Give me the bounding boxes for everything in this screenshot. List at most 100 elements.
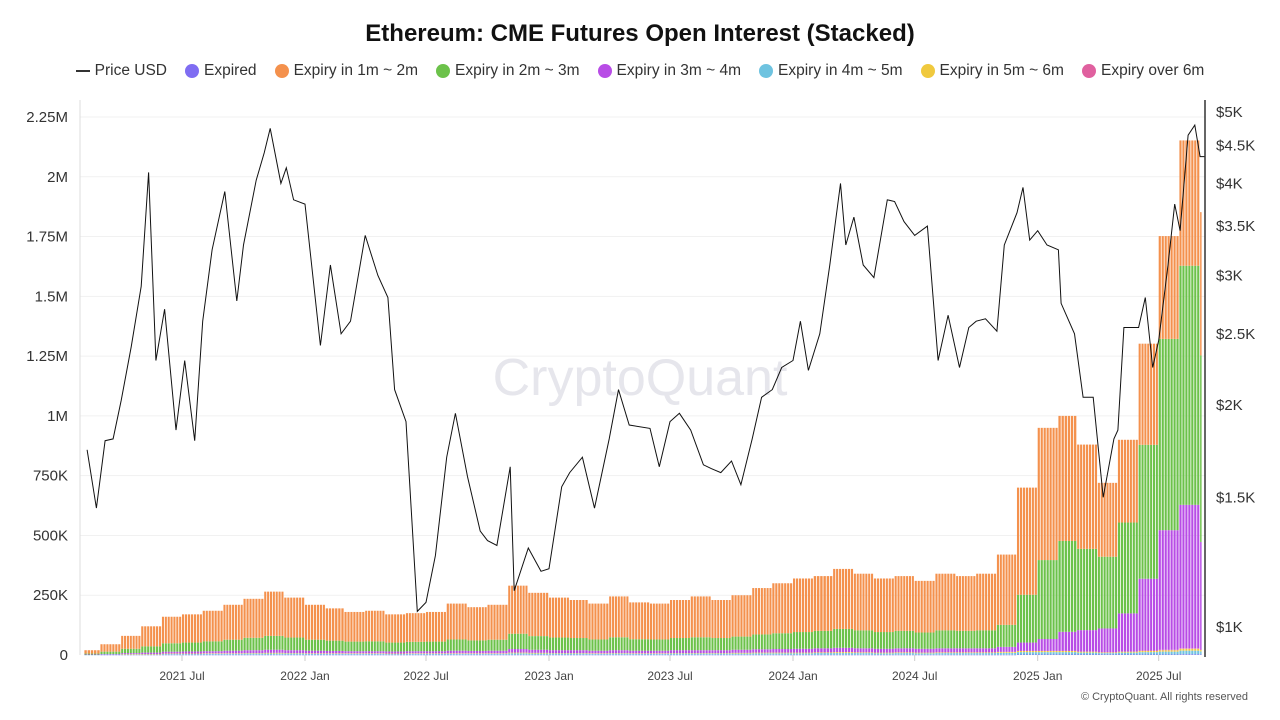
bar-segment [376, 610, 379, 642]
bar-segment [428, 611, 432, 642]
bar-segment [807, 632, 810, 649]
legend-item[interactable]: Price USD [75, 62, 167, 80]
legend-item[interactable]: Expiry in 2m ~ 3m [436, 62, 580, 80]
bar-segment [135, 635, 138, 649]
bar-segment [428, 641, 432, 652]
bar-segment [620, 596, 623, 638]
bar-segment [347, 653, 350, 654]
bar-segment [461, 653, 464, 655]
bar-segment [193, 642, 197, 652]
bar-stack [325, 608, 344, 656]
legend-item[interactable]: Expiry over 6m [1081, 62, 1204, 80]
bar-segment [606, 603, 609, 640]
bar-segment [373, 641, 376, 652]
bar-segment [757, 653, 761, 655]
bar-segment [560, 653, 564, 654]
bar-segment [903, 654, 906, 656]
bar-segment [990, 652, 994, 654]
bar-segment [990, 654, 994, 656]
bar-stack [772, 583, 793, 656]
bar-segment [755, 588, 758, 635]
bar-segment [173, 643, 176, 652]
bar-segment [385, 654, 388, 656]
bar-segment [1046, 652, 1049, 655]
bar-segment [566, 653, 569, 654]
bar-segment [560, 654, 564, 656]
bar-segment [353, 611, 356, 642]
bar-segment [258, 653, 261, 654]
bar-stack [84, 650, 100, 656]
bar-segment [84, 654, 87, 656]
bar-segment [290, 637, 293, 651]
y-right-tick-label: $1K [1216, 619, 1243, 636]
bar-segment [522, 652, 525, 654]
bar-segment [356, 653, 359, 654]
bar-stack [161, 616, 182, 656]
bar-segment [478, 654, 481, 656]
bar-segment [635, 654, 638, 656]
bar-segment [982, 652, 985, 654]
bar-segment [708, 596, 711, 638]
bar-segment [484, 653, 487, 654]
bar-segment [638, 653, 641, 654]
bar-segment [626, 650, 629, 654]
bar-segment [487, 639, 490, 651]
bar-segment [272, 653, 275, 655]
bar-segment [588, 653, 591, 655]
bar-segment [746, 652, 749, 654]
bar-segment [731, 636, 734, 650]
bar-segment [842, 628, 845, 648]
legend-label: Expiry in 5m ~ 6m [939, 62, 1064, 79]
bar-segment [368, 651, 371, 654]
bar-segment [646, 650, 650, 654]
bar-segment [956, 576, 959, 631]
bar-segment [464, 654, 467, 656]
bar-segment [97, 653, 100, 655]
bar-segment [749, 595, 752, 637]
bar-segment [932, 648, 935, 653]
bar-segment [728, 654, 731, 656]
bar-segment [600, 650, 603, 654]
bar-segment [458, 650, 461, 654]
legend-item[interactable]: Expiry in 1m ~ 2m [274, 62, 418, 80]
legend-item[interactable]: Expiry in 5m ~ 6m [920, 62, 1064, 80]
bar-segment [579, 638, 582, 651]
legend-item[interactable]: Expiry in 4m ~ 5m [759, 62, 903, 80]
bar-segment [769, 653, 772, 655]
bar-segment [879, 632, 882, 649]
bar-segment [478, 640, 481, 651]
bar-segment [749, 654, 752, 656]
bar-segment [1179, 504, 1182, 649]
y-right-tick-label: $5K [1216, 104, 1243, 121]
bar-segment [118, 644, 121, 652]
bar-segment [807, 578, 810, 633]
bar-segment [734, 636, 737, 650]
bar-segment [623, 650, 626, 654]
bar-segment [702, 654, 705, 656]
bar-segment [434, 641, 438, 652]
bar-segment [829, 648, 833, 653]
legend-item[interactable]: Expired [185, 62, 257, 80]
bar-segment [760, 634, 763, 650]
legend-item[interactable]: Expiry in 3m ~ 4m [597, 62, 741, 80]
bar-segment [313, 650, 317, 654]
bar-segment [249, 598, 252, 638]
bar-segment [778, 652, 781, 654]
bar-segment [156, 626, 159, 647]
bar-segment [1031, 650, 1034, 653]
bar-segment [702, 653, 705, 654]
bar-segment [1058, 654, 1061, 656]
bar-segment [1086, 548, 1089, 631]
bar-segment [964, 648, 967, 653]
bar-segment [511, 633, 514, 650]
bar-segment [528, 592, 531, 637]
bar-segment [237, 654, 240, 656]
line-swatch-icon [75, 70, 90, 72]
bar-segment [1117, 651, 1121, 653]
bar-segment [985, 630, 988, 649]
bar-segment [373, 651, 376, 654]
bar-segment [90, 650, 94, 654]
bar-segment [804, 632, 808, 649]
bar-segment [258, 637, 261, 651]
bar-segment [164, 643, 167, 652]
